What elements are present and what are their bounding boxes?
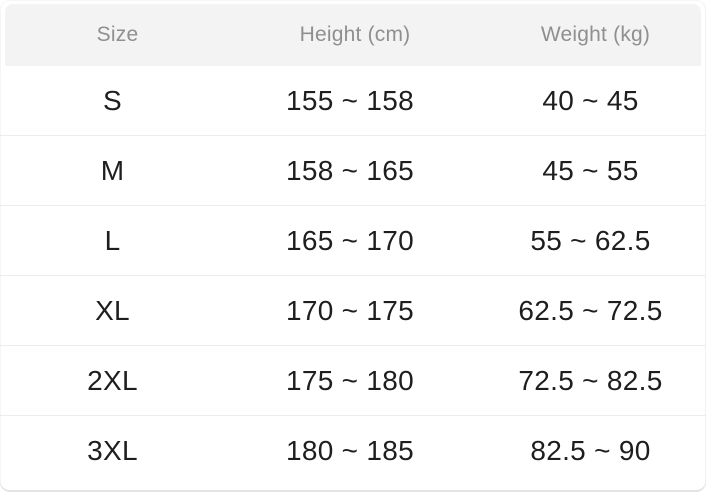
weight-cell: 55 ~ 62.5 [530,224,651,256]
height-cell: 175 ~ 180 [285,364,415,396]
column-header-height: Height (cm) [299,23,411,46]
table-header-row: Size Height (cm) Weight (kg) [5,4,701,66]
table-row: S 155 ~ 158 40 ~ 45 [0,66,706,136]
table-row: L 165 ~ 170 55 ~ 62.5 [0,206,706,276]
size-cell: 3XL [87,435,138,466]
size-cell: L [104,224,121,256]
height-cell: 165 ~ 170 [285,224,415,256]
size-cell: 2XL [87,364,138,396]
weight-cell: 72.5 ~ 82.5 [518,364,663,396]
table-row: 3XL 180 ~ 185 82.5 ~ 90 [0,416,706,486]
height-cell: 155 ~ 158 [285,84,415,116]
height-cell: 170 ~ 175 [285,294,415,326]
height-cell: 158 ~ 165 [285,154,415,186]
weight-cell: 45 ~ 55 [542,154,639,186]
weight-cell: 82.5 ~ 90 [530,435,651,466]
table-body: S 155 ~ 158 40 ~ 45 M 158 ~ 165 45 ~ 55 … [0,66,706,486]
table-row: 2XL 175 ~ 180 72.5 ~ 82.5 [0,346,706,416]
table-row: XL 170 ~ 175 62.5 ~ 72.5 [0,276,706,346]
table-row: M 158 ~ 165 45 ~ 55 [0,136,706,206]
column-header-size: Size [96,23,139,46]
height-cell: 180 ~ 185 [285,435,415,466]
size-cell: S [103,84,122,116]
weight-cell: 62.5 ~ 72.5 [518,294,663,326]
weight-cell: 40 ~ 45 [542,84,639,116]
column-header-weight: Weight (kg) [540,23,651,46]
size-cell: M [100,154,125,186]
size-cell: XL [95,294,130,326]
